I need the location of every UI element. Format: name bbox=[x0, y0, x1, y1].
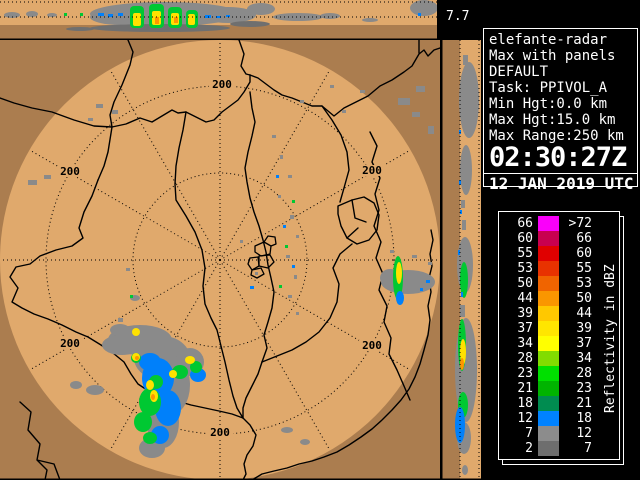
legend-row: 37 39 bbox=[499, 321, 619, 336]
legend-swatch bbox=[538, 216, 559, 231]
legend-low: 37 bbox=[517, 321, 533, 336]
right-strip-canvas bbox=[441, 40, 481, 480]
cross-section-height-label: 7.7 bbox=[446, 9, 470, 24]
legend-low: 44 bbox=[517, 291, 533, 306]
legend-row: 28 34 bbox=[499, 351, 619, 366]
legend-swatch bbox=[538, 306, 559, 321]
legend-row: 23 28 bbox=[499, 366, 619, 381]
legend-swatch bbox=[538, 321, 559, 336]
legend-low: 2 bbox=[525, 441, 533, 456]
legend-high: 37 bbox=[576, 336, 592, 351]
legend-swatch bbox=[538, 366, 559, 381]
legend-high: 18 bbox=[576, 411, 592, 426]
reflectivity-legend: 66 >72 60 66 55 60 53 55 50 53 44 50 39 44 37 39… bbox=[498, 211, 620, 460]
east-echo bbox=[380, 250, 435, 305]
legend-low: 28 bbox=[517, 351, 533, 366]
legend-high: 50 bbox=[576, 291, 592, 306]
ring-label-200-s: 200 bbox=[207, 427, 233, 438]
legend-row: 39 44 bbox=[499, 306, 619, 321]
legend-row: 7 12 bbox=[499, 426, 619, 441]
map-canvas bbox=[0, 39, 441, 480]
legend-low: 34 bbox=[517, 336, 533, 351]
legend-low: 39 bbox=[517, 306, 533, 321]
legend-low: 53 bbox=[517, 261, 533, 276]
legend-low: 50 bbox=[517, 276, 533, 291]
legend-low: 55 bbox=[517, 246, 533, 261]
legend-swatch bbox=[538, 381, 559, 396]
legend-high: 12 bbox=[576, 426, 592, 441]
legend-high: 60 bbox=[576, 246, 592, 261]
legend-swatch bbox=[538, 351, 559, 366]
legend-high: 21 bbox=[576, 396, 592, 411]
city-boundary-cluster bbox=[247, 235, 277, 279]
clutter-specks bbox=[28, 85, 434, 322]
legend-row: 53 55 bbox=[499, 261, 619, 276]
legend-high: 23 bbox=[576, 381, 592, 396]
max-range-value: Max Range:250 km bbox=[489, 128, 624, 144]
ring-label-200-ne: 200 bbox=[359, 165, 385, 176]
legend-swatch bbox=[538, 231, 559, 246]
legend-row: 50 53 bbox=[499, 276, 619, 291]
legend-low: 18 bbox=[517, 396, 533, 411]
legend-swatch bbox=[538, 276, 559, 291]
legend-row: 55 60 bbox=[499, 246, 619, 261]
legend-low: 60 bbox=[517, 231, 533, 246]
legend-swatch bbox=[538, 261, 559, 276]
legend-high: 55 bbox=[576, 261, 592, 276]
legend-swatch bbox=[538, 336, 559, 351]
ring-label-200-se: 200 bbox=[359, 340, 385, 351]
legend-row: 66 >72 bbox=[499, 216, 619, 231]
product-info-panel: elefante-radar Max with panels DEFAULT T… bbox=[483, 28, 638, 193]
legend-swatch bbox=[538, 396, 559, 411]
task-name: Task: PPIVOL_A bbox=[489, 80, 608, 96]
legend-high: 66 bbox=[576, 231, 592, 246]
legend-swatch bbox=[538, 291, 559, 306]
top-strip-canvas bbox=[0, 0, 438, 40]
max-height-value: Max Hgt:15.0 km bbox=[489, 112, 616, 128]
range-rings bbox=[45, 85, 395, 435]
legend-high: >72 bbox=[568, 216, 592, 231]
legend-swatch bbox=[538, 441, 559, 456]
panel-divider bbox=[484, 173, 637, 174]
legend-low: 23 bbox=[517, 366, 533, 381]
config-name: DEFAULT bbox=[489, 64, 549, 80]
min-height-value: Min Hgt:0.0 km bbox=[489, 96, 608, 112]
legend-row: 34 37 bbox=[499, 336, 619, 351]
strip-corner-box: 7.7 bbox=[437, 0, 483, 40]
legend-low: 7 bbox=[525, 426, 533, 441]
legend-row: 12 18 bbox=[499, 411, 619, 426]
legend-row: 44 50 bbox=[499, 291, 619, 306]
legend-swatch bbox=[538, 411, 559, 426]
scan-time: 02:30:27Z bbox=[489, 142, 627, 173]
scan-date: 12 JAN 2019 UTC bbox=[489, 174, 634, 193]
legend-high: 39 bbox=[576, 321, 592, 336]
right-cross-section-strip bbox=[441, 40, 481, 480]
legend-row: 18 21 bbox=[499, 396, 619, 411]
product-type: Max with panels bbox=[489, 48, 616, 64]
legend-low: 12 bbox=[517, 411, 533, 426]
radar-map: 200 200 200 200 200 200 bbox=[0, 39, 441, 480]
legend-swatch bbox=[538, 246, 559, 261]
top-cross-section-strip bbox=[0, 0, 438, 40]
legend-high: 34 bbox=[576, 351, 592, 366]
legend-high: 53 bbox=[576, 276, 592, 291]
legend-high: 28 bbox=[576, 366, 592, 381]
ring-label-200-n: 200 bbox=[209, 79, 235, 90]
legend-high: 7 bbox=[584, 441, 592, 456]
legend-low: 66 bbox=[517, 216, 533, 231]
ring-label-200-sw: 200 bbox=[57, 338, 83, 349]
legend-axis-label: Reflectivity in dBZ bbox=[603, 264, 618, 414]
legend-high: 44 bbox=[576, 306, 592, 321]
ring-label-200-nw: 200 bbox=[57, 166, 83, 177]
legend-row: 21 23 bbox=[499, 381, 619, 396]
legend-low: 21 bbox=[517, 381, 533, 396]
legend-swatch bbox=[538, 426, 559, 441]
azimuth-lines bbox=[0, 40, 440, 480]
legend-row: 60 66 bbox=[499, 231, 619, 246]
site-name: elefante-radar bbox=[489, 32, 608, 48]
